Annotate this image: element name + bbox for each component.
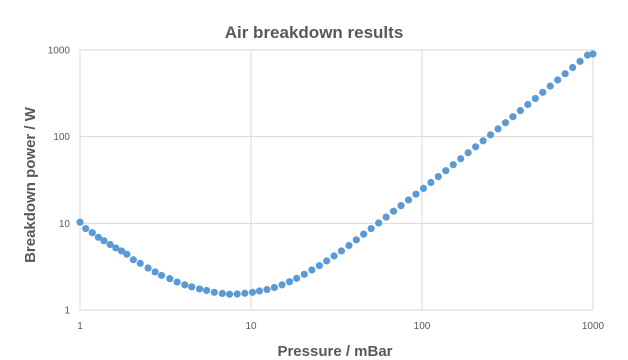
data-point — [129, 256, 137, 264]
data-point — [203, 286, 211, 295]
x-tick-label: 100 — [414, 321, 431, 332]
data-point — [583, 51, 592, 59]
data-point — [123, 250, 131, 258]
data-point — [100, 237, 108, 245]
data-point — [233, 290, 241, 298]
data-point — [501, 119, 510, 127]
data-point — [589, 50, 597, 58]
data-point — [315, 262, 323, 270]
data-point — [210, 288, 218, 296]
data-point — [412, 190, 420, 198]
data-point — [367, 224, 375, 233]
y-tick-label: 100 — [53, 132, 70, 143]
data-point — [539, 88, 547, 96]
data-point — [151, 268, 159, 276]
data-point — [546, 82, 554, 90]
x-tick-label: 1 — [77, 321, 83, 332]
data-point — [112, 244, 120, 252]
data-point — [181, 281, 189, 289]
data-point — [427, 178, 435, 187]
data-point — [404, 196, 413, 204]
y-tick-label: 10 — [59, 219, 71, 230]
data-point — [457, 155, 465, 163]
chart-title: Air breakdown results — [225, 23, 404, 42]
data-point — [263, 285, 271, 294]
data-point — [389, 207, 398, 215]
data-point — [516, 106, 524, 115]
data-point — [218, 289, 226, 298]
data-point — [226, 290, 234, 298]
data-point — [76, 218, 84, 226]
data-point — [472, 143, 480, 151]
data-point — [157, 271, 166, 280]
data-point — [166, 275, 174, 283]
x-tick-label: 10 — [245, 321, 257, 332]
data-point — [82, 224, 90, 233]
data-point — [136, 259, 144, 267]
data-point — [442, 167, 450, 175]
data-point — [94, 233, 102, 241]
data-point — [330, 252, 338, 260]
data-point — [486, 131, 495, 139]
data-point — [88, 229, 96, 237]
data-point — [248, 288, 257, 296]
data-point — [375, 219, 383, 227]
data-point — [195, 285, 204, 293]
data-point — [576, 57, 584, 65]
data-point — [434, 173, 442, 181]
data-point — [382, 213, 390, 221]
data-point — [106, 240, 114, 249]
data-point — [255, 287, 264, 295]
data-point — [554, 76, 562, 84]
data-point — [360, 230, 368, 238]
data-point — [188, 283, 196, 291]
data-point — [144, 264, 152, 272]
data-point — [509, 113, 517, 121]
data-point — [464, 149, 472, 157]
data-point — [300, 270, 308, 278]
data-point — [308, 266, 316, 274]
data-point — [117, 247, 126, 255]
data-point — [524, 100, 532, 109]
data-point — [293, 274, 301, 282]
data-point — [479, 137, 487, 145]
data-point — [323, 257, 331, 265]
data-point — [419, 184, 428, 192]
y-tick-label: 1000 — [48, 46, 71, 57]
data-point — [397, 202, 405, 210]
data-point — [449, 161, 457, 169]
data-point — [241, 289, 249, 297]
x-tick-label: 1000 — [582, 321, 605, 332]
data-point — [531, 94, 539, 103]
data-point — [561, 70, 569, 78]
data-point — [345, 241, 353, 250]
data-point — [278, 281, 286, 289]
data-point — [285, 278, 294, 286]
data-points — [76, 50, 597, 298]
data-point — [173, 278, 181, 286]
grid-layer — [79, 49, 594, 311]
x-axis-title: Pressure / mBar — [277, 343, 392, 360]
y-axis-title: Breakdown power / W — [22, 106, 39, 263]
data-point — [494, 125, 502, 133]
tick-labels: 1 10 100 1000 1 10 100 1000 — [48, 46, 605, 333]
data-point — [352, 236, 360, 244]
y-tick-label: 1 — [64, 306, 70, 317]
data-point — [337, 247, 346, 255]
data-point — [270, 283, 278, 292]
data-point — [569, 63, 577, 72]
